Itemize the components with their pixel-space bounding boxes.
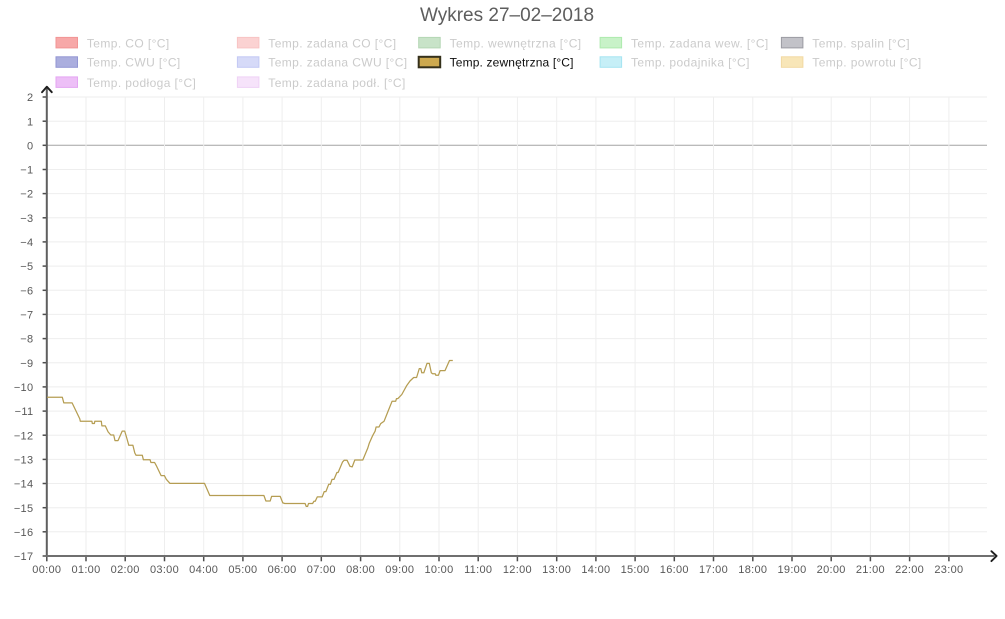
svg-text:18:00: 18:00 bbox=[738, 564, 767, 576]
svg-text:06:00: 06:00 bbox=[268, 564, 297, 576]
svg-text:1: 1 bbox=[27, 116, 33, 128]
svg-text:13:00: 13:00 bbox=[542, 564, 571, 576]
svg-text:2: 2 bbox=[27, 92, 33, 104]
svg-text:Temp. zadana wew. [°C]: Temp. zadana wew. [°C] bbox=[631, 36, 769, 50]
svg-text:−17: −17 bbox=[14, 551, 34, 563]
svg-text:08:00: 08:00 bbox=[346, 564, 375, 576]
svg-text:−1: −1 bbox=[20, 165, 33, 177]
svg-text:−12: −12 bbox=[14, 430, 34, 442]
svg-text:Temp. zadana podł. [°C]: Temp. zadana podł. [°C] bbox=[268, 76, 405, 90]
svg-text:Temp. podłoga [°C]: Temp. podłoga [°C] bbox=[87, 76, 196, 90]
svg-text:20:00: 20:00 bbox=[817, 564, 846, 576]
svg-text:Temp. CO [°C]: Temp. CO [°C] bbox=[87, 36, 170, 50]
svg-text:Temp. wewnętrzna [°C]: Temp. wewnętrzna [°C] bbox=[450, 36, 582, 50]
svg-text:09:00: 09:00 bbox=[385, 564, 414, 576]
svg-text:22:00: 22:00 bbox=[895, 564, 924, 576]
svg-text:16:00: 16:00 bbox=[660, 564, 689, 576]
svg-text:−10: −10 bbox=[14, 382, 34, 394]
svg-text:−5: −5 bbox=[20, 261, 33, 273]
svg-text:Temp. CWU [°C]: Temp. CWU [°C] bbox=[87, 56, 181, 70]
svg-text:−2: −2 bbox=[20, 189, 33, 201]
svg-text:11:00: 11:00 bbox=[464, 564, 492, 576]
svg-text:−13: −13 bbox=[14, 455, 34, 467]
svg-text:−15: −15 bbox=[14, 503, 34, 515]
svg-text:−7: −7 bbox=[20, 310, 33, 322]
svg-text:19:00: 19:00 bbox=[777, 564, 806, 576]
svg-text:03:00: 03:00 bbox=[150, 564, 179, 576]
svg-text:Temp. podajnika [°C]: Temp. podajnika [°C] bbox=[631, 56, 750, 70]
svg-text:Temp. powrotu [°C]: Temp. powrotu [°C] bbox=[812, 56, 921, 70]
svg-text:−8: −8 bbox=[20, 334, 33, 346]
svg-text:Temp. spalin [°C]: Temp. spalin [°C] bbox=[812, 36, 910, 50]
svg-text:01:00: 01:00 bbox=[71, 564, 100, 576]
svg-text:04:00: 04:00 bbox=[189, 564, 218, 576]
svg-text:21:00: 21:00 bbox=[856, 564, 885, 576]
svg-text:Wykres 27–02–2018: Wykres 27–02–2018 bbox=[420, 5, 594, 26]
svg-text:−6: −6 bbox=[20, 285, 33, 297]
svg-text:00:00: 00:00 bbox=[32, 564, 61, 576]
svg-text:17:00: 17:00 bbox=[699, 564, 728, 576]
svg-text:02:00: 02:00 bbox=[111, 564, 140, 576]
svg-text:−9: −9 bbox=[20, 358, 33, 370]
svg-text:10:00: 10:00 bbox=[424, 564, 453, 576]
svg-text:−16: −16 bbox=[14, 527, 34, 539]
svg-text:−14: −14 bbox=[14, 479, 34, 491]
svg-text:12:00: 12:00 bbox=[503, 564, 532, 576]
svg-text:23:00: 23:00 bbox=[934, 564, 963, 576]
svg-text:Temp. zewnętrzna [°C]: Temp. zewnętrzna [°C] bbox=[450, 56, 574, 70]
svg-text:05:00: 05:00 bbox=[228, 564, 257, 576]
svg-text:−11: −11 bbox=[15, 406, 34, 418]
svg-text:14:00: 14:00 bbox=[581, 564, 610, 576]
svg-text:07:00: 07:00 bbox=[307, 564, 336, 576]
svg-text:15:00: 15:00 bbox=[621, 564, 650, 576]
svg-text:−4: −4 bbox=[20, 237, 33, 249]
svg-text:Temp. zadana CO [°C]: Temp. zadana CO [°C] bbox=[268, 36, 396, 50]
svg-text:Temp. zadana CWU [°C]: Temp. zadana CWU [°C] bbox=[268, 56, 407, 70]
svg-text:0: 0 bbox=[27, 140, 33, 152]
svg-text:−3: −3 bbox=[20, 213, 33, 225]
